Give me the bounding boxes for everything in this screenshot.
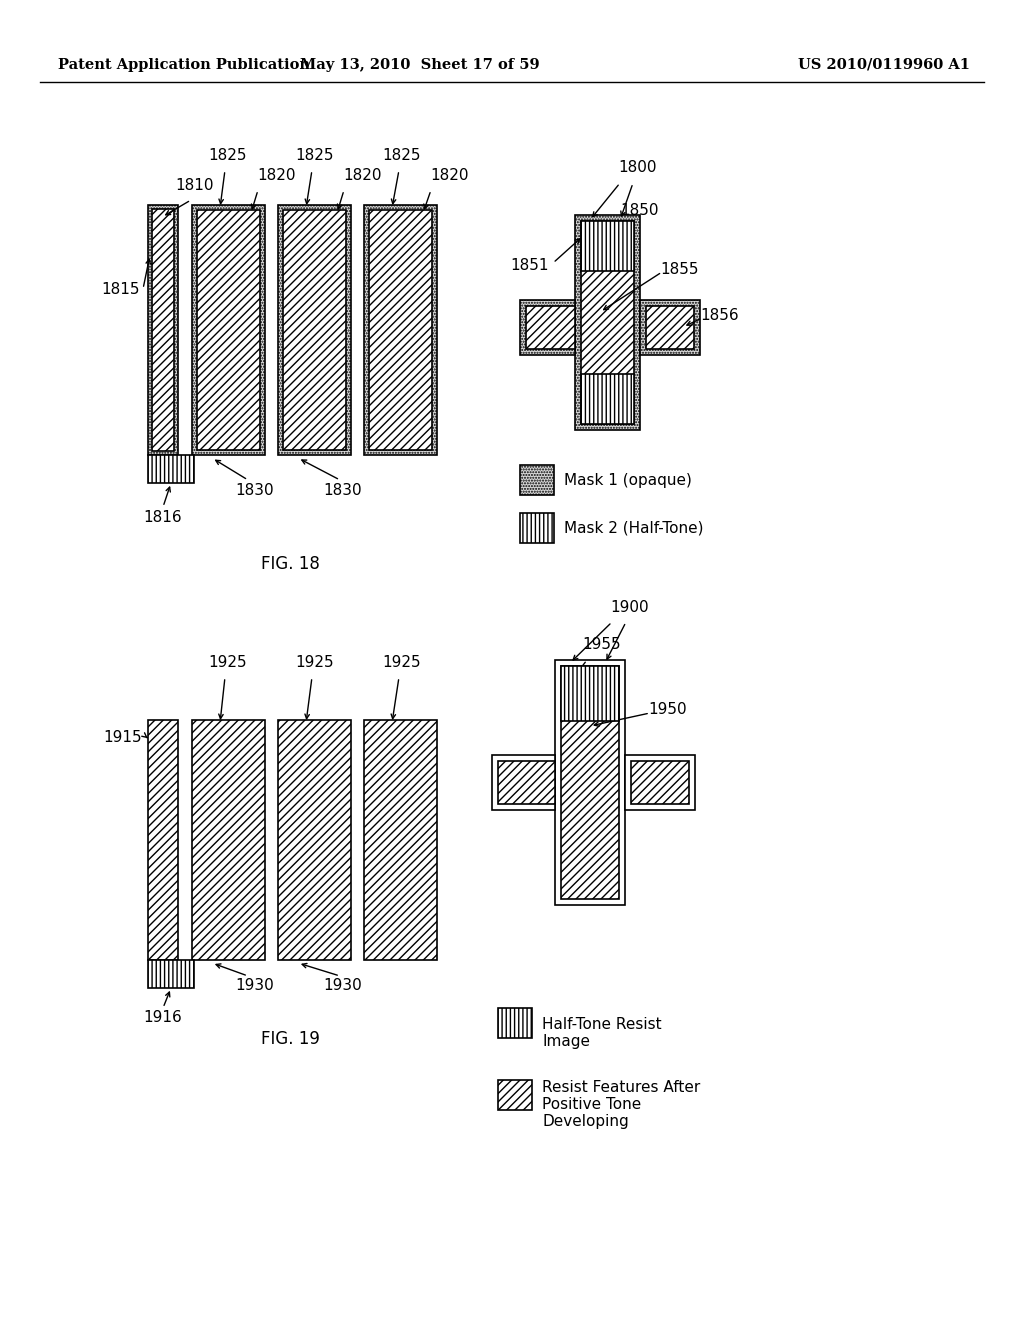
Text: 1930: 1930 — [236, 978, 274, 993]
Text: 1855: 1855 — [660, 263, 698, 277]
Bar — [581, 220, 634, 271]
Text: Resist Features After: Resist Features After — [542, 1080, 700, 1096]
Text: 1830: 1830 — [324, 483, 362, 498]
Text: 1815: 1815 — [101, 282, 140, 297]
Text: 1830: 1830 — [236, 483, 274, 498]
Text: 1825: 1825 — [383, 148, 421, 162]
Bar — [581, 374, 634, 424]
Text: 1900: 1900 — [610, 601, 648, 615]
Bar — [152, 209, 174, 451]
Bar — [520, 465, 554, 495]
Bar — [561, 667, 618, 721]
Bar — [498, 762, 555, 804]
Bar — [498, 1080, 532, 1110]
Text: 1825: 1825 — [209, 148, 247, 162]
Text: Patent Application Publication: Patent Application Publication — [58, 58, 310, 73]
Text: May 13, 2010  Sheet 17 of 59: May 13, 2010 Sheet 17 of 59 — [300, 58, 540, 73]
Text: 1800: 1800 — [618, 160, 656, 176]
Bar — [278, 205, 351, 455]
Text: Mask 2 (Half-Tone): Mask 2 (Half-Tone) — [564, 520, 703, 536]
Bar — [197, 210, 260, 450]
Text: 1810: 1810 — [176, 178, 214, 193]
Bar — [492, 755, 555, 810]
Bar — [631, 762, 689, 804]
Bar — [625, 755, 695, 810]
Text: 1820: 1820 — [430, 168, 469, 183]
Bar — [369, 210, 432, 450]
Bar — [520, 300, 575, 355]
Text: Positive Tone: Positive Tone — [542, 1097, 641, 1111]
Bar — [148, 719, 178, 960]
Text: 1950: 1950 — [648, 702, 687, 718]
Bar — [364, 719, 437, 960]
Text: 1851: 1851 — [511, 257, 549, 272]
Text: FIG. 19: FIG. 19 — [260, 1030, 319, 1048]
Bar — [283, 210, 346, 450]
Bar — [575, 215, 640, 430]
Text: 1820: 1820 — [257, 168, 296, 183]
Text: 1925: 1925 — [383, 655, 421, 671]
Text: Developing: Developing — [542, 1114, 629, 1129]
Text: 1915: 1915 — [103, 730, 142, 746]
Bar — [520, 513, 554, 543]
Text: 1925: 1925 — [209, 655, 248, 671]
Text: US 2010/0119960 A1: US 2010/0119960 A1 — [798, 58, 970, 73]
Text: 1816: 1816 — [143, 510, 182, 525]
Bar — [148, 455, 194, 483]
Bar — [640, 300, 700, 355]
Bar — [148, 205, 178, 455]
Text: 1850: 1850 — [620, 203, 658, 218]
Text: 1820: 1820 — [343, 168, 382, 183]
Text: FIG. 18: FIG. 18 — [260, 554, 319, 573]
Text: 1856: 1856 — [700, 308, 738, 322]
Text: 1930: 1930 — [324, 978, 362, 993]
Text: Image: Image — [542, 1034, 590, 1049]
Bar — [561, 667, 618, 899]
Text: 1925: 1925 — [296, 655, 334, 671]
Bar — [193, 719, 265, 960]
Bar — [498, 1008, 532, 1038]
Bar — [555, 660, 625, 906]
Bar — [278, 719, 351, 960]
Text: 1825: 1825 — [296, 148, 334, 162]
Bar — [148, 960, 194, 987]
Bar — [581, 220, 634, 424]
Bar — [364, 205, 437, 455]
Text: 1916: 1916 — [143, 1010, 182, 1026]
Bar — [526, 306, 575, 348]
Text: Mask 1 (opaque): Mask 1 (opaque) — [564, 473, 692, 487]
Bar — [646, 306, 694, 348]
Text: Half-Tone Resist: Half-Tone Resist — [542, 1016, 662, 1032]
Text: 1955: 1955 — [582, 638, 621, 652]
Bar — [193, 205, 265, 455]
